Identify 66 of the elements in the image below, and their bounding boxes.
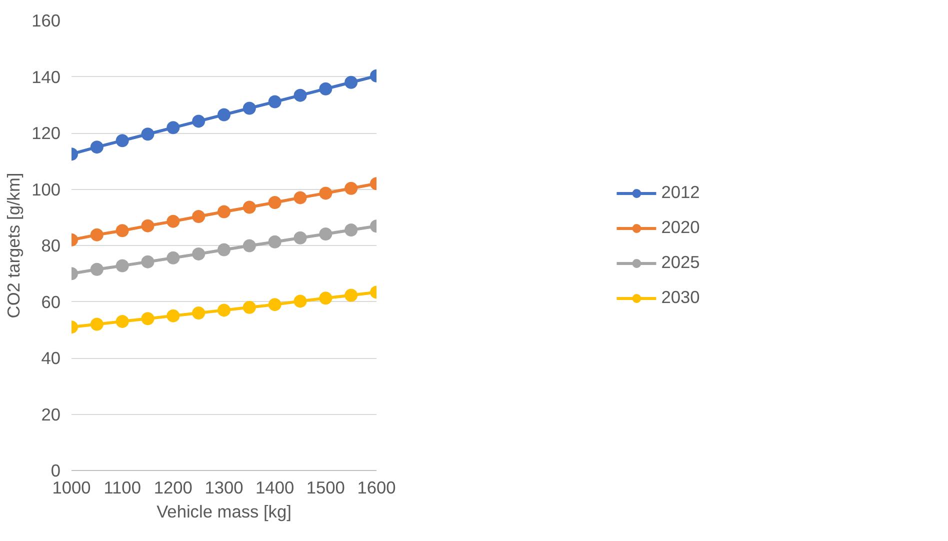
point (294, 294, 307, 308)
legend-label: 2025 (661, 252, 700, 273)
point (319, 227, 332, 240)
x-tick-label: 1400 (256, 478, 294, 498)
point (141, 128, 154, 141)
legend-label: 2030 (661, 287, 700, 308)
legend-label: 2020 (661, 217, 700, 238)
y-axis-title: CO2 targets [g/km] (4, 172, 24, 318)
point (242, 200, 256, 214)
point (218, 205, 230, 218)
point (166, 251, 180, 264)
y-tick-label: 120 (32, 123, 61, 143)
point (319, 292, 332, 305)
point (319, 82, 332, 96)
x-tick-label: 1300 (204, 478, 244, 498)
point (192, 306, 206, 320)
point (344, 224, 358, 237)
y-tick-label: 20 (41, 404, 61, 424)
y-tick-label: 40 (41, 348, 61, 368)
point (116, 259, 129, 272)
point (141, 312, 154, 326)
point (268, 95, 282, 108)
point (192, 247, 206, 260)
point (294, 231, 307, 244)
point (218, 108, 230, 122)
point (344, 76, 358, 89)
point (116, 134, 129, 148)
y-tick-label: 60 (41, 292, 61, 312)
y-tick-label: 100 (32, 179, 61, 200)
point (166, 309, 180, 322)
x-tick-label: 1200 (154, 478, 192, 498)
point (116, 314, 129, 328)
point (242, 239, 256, 252)
point (192, 210, 206, 224)
point (90, 140, 104, 154)
point (319, 186, 332, 200)
point (90, 318, 104, 331)
y-tick-label: 140 (32, 66, 61, 87)
x-axis-title: Vehicle mass [kg] (156, 502, 292, 522)
point (242, 300, 256, 314)
point (141, 219, 154, 232)
y-tick-label: 80 (41, 236, 61, 256)
point (192, 114, 206, 128)
point (344, 288, 358, 302)
point (218, 304, 230, 317)
point (294, 191, 307, 204)
point (90, 228, 104, 242)
point (166, 214, 180, 228)
point (268, 235, 282, 248)
x-tick-label: 1000 (52, 478, 91, 498)
x-tick-label: 1500 (306, 478, 345, 498)
point (141, 255, 154, 268)
point (268, 298, 282, 312)
y-tick-label: 0 (50, 460, 61, 480)
point (344, 182, 358, 195)
point (294, 88, 307, 102)
x-tick-label: 1100 (104, 478, 141, 498)
point (166, 121, 180, 134)
point (90, 262, 104, 276)
legend-label: 2012 (661, 182, 700, 203)
point (116, 224, 129, 238)
point (218, 243, 230, 256)
y-tick-label: 160 (32, 10, 61, 30)
point (242, 102, 256, 115)
point (268, 196, 282, 209)
x-tick-label: 1600 (357, 478, 396, 498)
